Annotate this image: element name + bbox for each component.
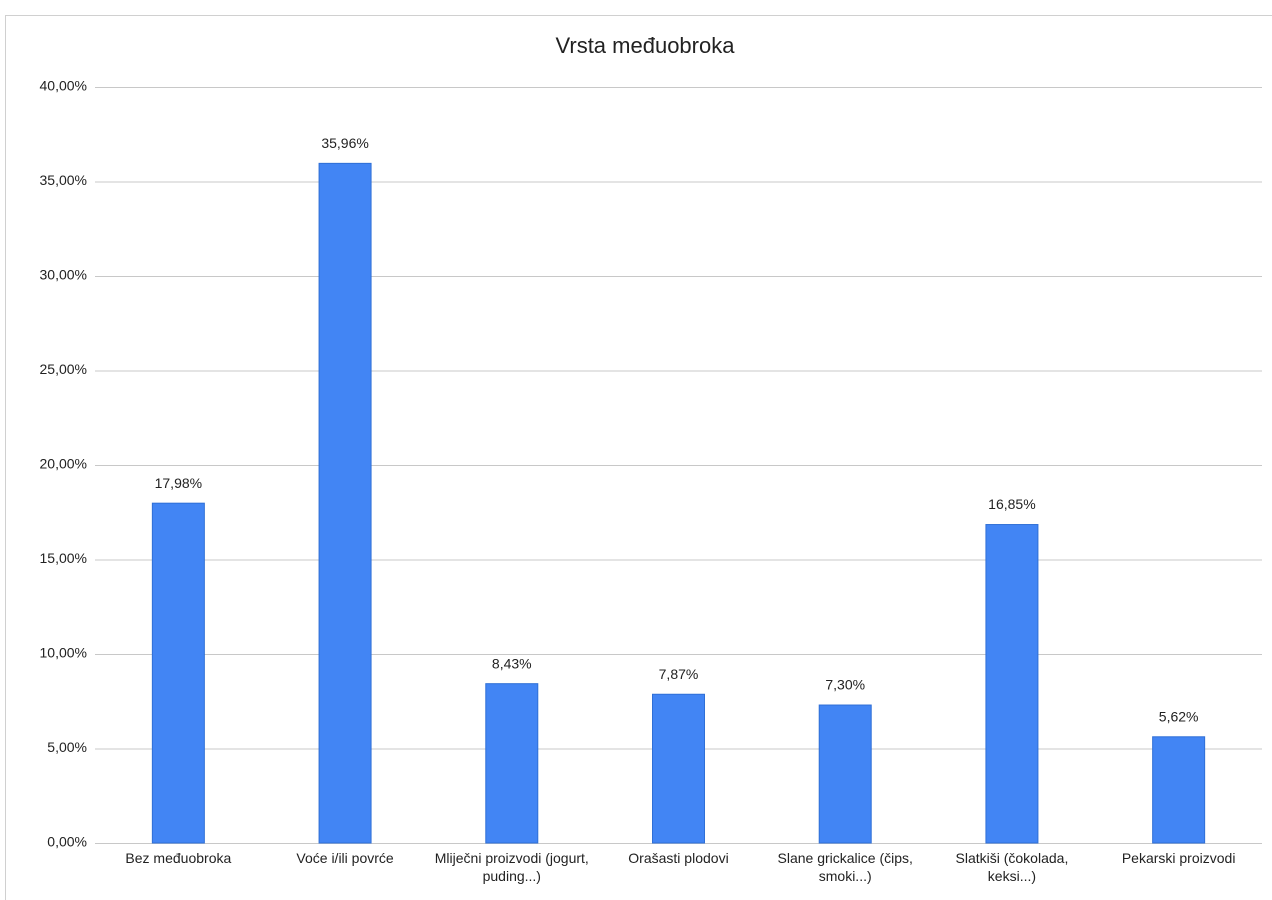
x-tick-label-box: Slatkiši (čokolada, keksi...) (955, 850, 1069, 884)
x-tick-label: Slatkiši (čokolada, keksi...) (955, 850, 1069, 884)
x-tick-label-box: Orašasti plodovi (628, 850, 729, 866)
chart-title: Vrsta međuobroka (556, 33, 736, 58)
bar (985, 524, 1039, 844)
y-tick-label: 35,00% (40, 172, 87, 188)
x-tick-label: Slane grickalice (čips, smoki...) (777, 850, 913, 884)
x-tick-label: Pekarski proizvodi (1121, 850, 1236, 866)
data-label: 5,62% (1159, 708, 1199, 724)
data-label: 8,43% (492, 655, 532, 671)
y-tick-label: 25,00% (40, 361, 87, 377)
bar (652, 693, 705, 844)
bar (318, 162, 372, 844)
data-label: 16,85% (988, 496, 1035, 512)
x-tick-label: Voće i/ili povrće (296, 850, 394, 866)
x-tick-label-box: Mliječni proizvodi (jogurt, puding...) (434, 850, 589, 884)
bar (151, 502, 205, 844)
data-label: 7,87% (659, 666, 699, 682)
y-tick-label: 15,00% (40, 550, 87, 566)
y-tick-label: 20,00% (40, 456, 87, 472)
x-tick-label: Orašasti plodovi (628, 850, 729, 866)
y-tick-label: 40,00% (40, 78, 87, 94)
x-tick-label: Mliječni proizvodi (jogurt, puding...) (434, 850, 589, 884)
data-label: 35,96% (321, 135, 368, 151)
y-tick-label: 5,00% (47, 739, 87, 755)
bar (485, 683, 539, 844)
data-label: 17,98% (155, 475, 202, 491)
chart-frame (5, 15, 1272, 900)
bar (818, 704, 872, 844)
x-tick-label: Bez međuobroka (125, 850, 232, 866)
x-tick-label-box: Pekarski proizvodi (1121, 850, 1236, 866)
y-tick-label: 30,00% (40, 267, 87, 283)
y-tick-label: 10,00% (40, 645, 87, 661)
x-tick-label-box: Slane grickalice (čips, smoki...) (777, 850, 913, 884)
bar (1152, 736, 1206, 844)
x-tick-label-box: Bez međuobroka (125, 850, 232, 866)
data-label: 7,30% (825, 677, 865, 693)
y-tick-label: 0,00% (47, 834, 87, 850)
x-tick-label-box: Voće i/ili povrće (296, 850, 394, 866)
